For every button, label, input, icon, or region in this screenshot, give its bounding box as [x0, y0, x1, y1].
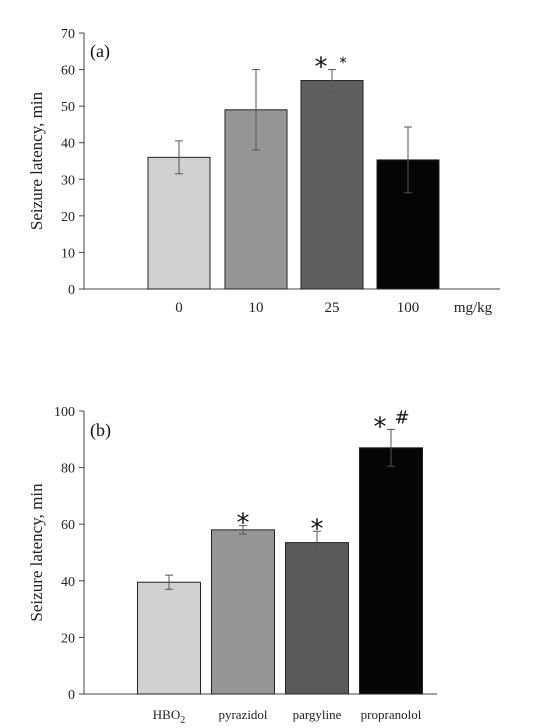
x-tick-label-subscript: 2 [180, 715, 185, 726]
bar-0 [147, 156, 211, 290]
chart-panel-a: 0 10 20 30 40 50 60 70 Seizure latency, min (a) 0 1… [27, 27, 500, 316]
y-tick-label: 20 [61, 210, 75, 225]
bar-25 [300, 80, 364, 290]
x-tick-label: propranolol [361, 707, 422, 722]
y-tick-label: 10 [61, 246, 75, 261]
y-tick-label: 40 [61, 137, 75, 152]
significance-marker: # [394, 407, 409, 428]
y-tick-label: 100 [54, 405, 75, 420]
significance-marker: * [237, 509, 250, 539]
y-tick-label: 20 [61, 631, 75, 646]
bar-pyrazidol [211, 529, 275, 695]
y-tick-label: 0 [68, 283, 75, 298]
chart-panel-b: 0 20 40 60 80 100 Seizure latency, min (b) HBO2 p… [27, 405, 437, 726]
y-tick-label: 40 [61, 575, 75, 590]
y-tick-label: 50 [61, 100, 75, 115]
x-tick-label: 10 [249, 300, 264, 316]
bar-HBO [137, 581, 201, 695]
significance-marker: * [374, 412, 387, 442]
y-tick-label: 0 [68, 688, 75, 703]
x-axis-label: mg/kg [454, 300, 493, 316]
panel-label: (b) [90, 420, 111, 441]
x-tick-label: HBO2 [153, 707, 185, 726]
y-tick-label: 70 [61, 27, 75, 42]
y-tick-label: 60 [61, 518, 75, 533]
x-tick-label: 25 [325, 300, 340, 316]
bar-propranolol [359, 447, 423, 695]
bar-pargyline [285, 542, 349, 695]
x-tick-label: 100 [397, 300, 420, 316]
x-tick-label: pargyline [293, 707, 342, 722]
significance-marker: * [311, 514, 324, 544]
significance-marker: * [315, 53, 328, 83]
y-axis-label: Seizure latency, min [27, 91, 46, 230]
y-tick-label: 30 [61, 173, 75, 188]
panel-label: (a) [90, 41, 110, 62]
y-axis-label: Seizure latency, min [27, 483, 46, 622]
y-tick-label: 80 [61, 462, 75, 477]
y-tick-label: 60 [61, 64, 75, 79]
x-tick-label: pyrazidol [218, 707, 267, 722]
significance-marker: * [339, 54, 347, 72]
x-tick-label: 0 [175, 300, 183, 316]
